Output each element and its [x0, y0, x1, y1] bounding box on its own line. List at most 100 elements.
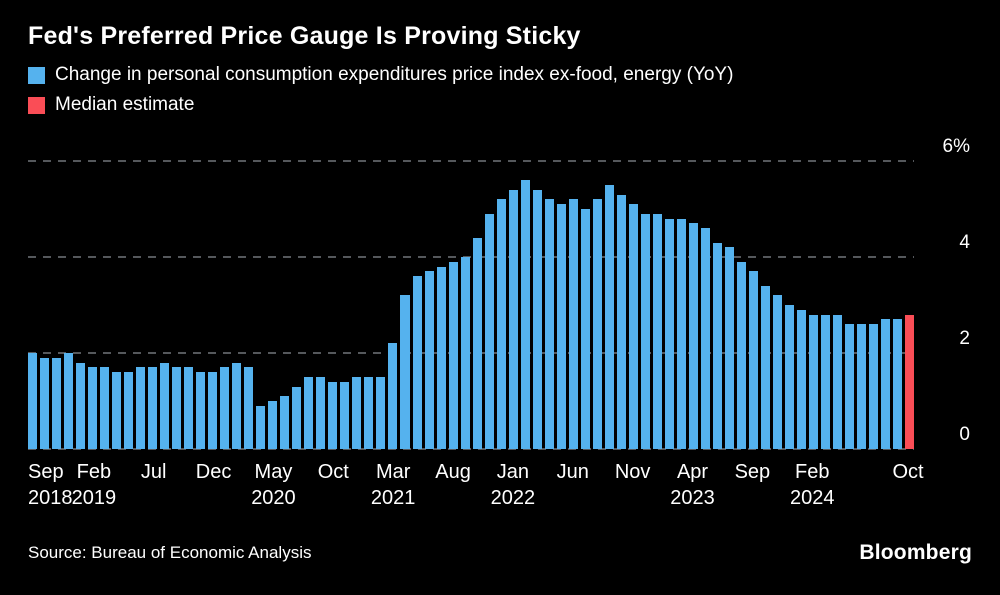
x-tick-label: Jun — [556, 461, 589, 483]
bar-feb-2019 — [88, 367, 98, 449]
bar-sep-2020 — [316, 377, 326, 449]
bar-mar-2021 — [388, 343, 398, 449]
bar-jul-2024 — [869, 324, 879, 449]
bar-apr-2023 — [688, 223, 698, 449]
bloomberg-logo: Bloomberg — [859, 541, 972, 564]
bar-dec-2023 — [784, 305, 794, 449]
bar-jan-2023 — [652, 213, 662, 449]
bar-nov-2020 — [340, 381, 350, 449]
bar-nov-2023 — [772, 295, 782, 449]
bar-dec-2020 — [352, 377, 362, 449]
y-tick-label: 0 — [959, 424, 970, 445]
gridline — [28, 448, 914, 450]
x-tick-label: Feb 2019 — [71, 461, 117, 509]
source-note: Source: Bureau of Economic Analysis — [28, 543, 312, 562]
bar-mar-2019 — [100, 367, 110, 449]
bar-mar-2020 — [244, 367, 254, 449]
chart-header: Fed's Preferred Price Gauge Is Proving S… — [0, 0, 1000, 117]
x-tick-label: Feb 2024 — [789, 461, 835, 509]
bar-oct-2020 — [328, 381, 338, 449]
bar-mar-2024 — [821, 314, 831, 449]
legend-item-pce: Change in personal consumption expenditu… — [28, 63, 972, 87]
bar-jul-2021 — [436, 266, 446, 449]
y-tick-label: 2 — [959, 328, 970, 350]
bar-sep-2022 — [604, 185, 614, 449]
bar-apr-2019 — [112, 372, 122, 449]
bar-feb-2020 — [232, 362, 242, 449]
bar-may-2022 — [556, 204, 566, 449]
x-tick-label: Dec — [195, 461, 232, 483]
gridline — [28, 256, 914, 259]
bar-sep-2024 — [893, 319, 903, 449]
chart-area: 0 2 4 6% — [28, 131, 972, 450]
legend-label-median: Median estimate — [55, 94, 195, 115]
bar-oct-2022 — [616, 194, 626, 449]
bar-feb-2024 — [809, 314, 819, 449]
bars — [28, 161, 915, 449]
bar-sep-2023 — [748, 271, 758, 449]
x-tick-label: Mar 2021 — [370, 461, 416, 509]
x-tick-label: Sep — [734, 461, 771, 483]
bar-jun-2023 — [712, 242, 722, 449]
y-axis-labels: 0 2 4 6% — [914, 137, 970, 449]
bar-aug-2019 — [160, 362, 170, 449]
footer: Source: Bureau of Economic Analysis Bloo… — [28, 541, 972, 565]
bar-aug-2022 — [592, 199, 602, 449]
bar-apr-2022 — [544, 199, 554, 449]
bar-mar-2022 — [532, 189, 542, 449]
gridline — [28, 160, 914, 162]
bar-dec-2022 — [640, 213, 650, 449]
bar-sep-2018 — [28, 353, 38, 449]
bar-jun-2019 — [136, 367, 146, 449]
bar-oct-2019 — [184, 367, 194, 449]
bar-nov-2022 — [628, 204, 638, 449]
bar-jan-2022 — [508, 189, 518, 449]
legend: Change in personal consumption expenditu… — [28, 63, 972, 117]
x-tick-label: Apr 2023 — [670, 461, 715, 509]
bar-sep-2019 — [172, 367, 182, 449]
bar-oct-2023 — [760, 285, 770, 449]
x-tick-label: Oct — [317, 461, 349, 483]
plot-area: 0 2 4 6% — [28, 137, 970, 450]
x-tick-label: Aug — [435, 461, 471, 483]
bar-jun-2020 — [280, 396, 290, 449]
bar-jul-2022 — [580, 209, 590, 449]
bar-apr-2020 — [256, 405, 266, 449]
bar-aug-2023 — [736, 261, 746, 449]
bar-may-2020 — [268, 401, 278, 449]
x-tick-label: May 2020 — [251, 461, 296, 509]
y-tick-label: 4 — [959, 232, 970, 254]
bar-jun-2024 — [857, 324, 867, 449]
bar-feb-2021 — [376, 377, 386, 449]
bar-nov-2018 — [52, 357, 62, 449]
legend-swatch-red — [28, 96, 45, 114]
bar-may-2024 — [845, 324, 855, 449]
bar-mar-2023 — [676, 218, 686, 449]
x-tick-label: Nov — [614, 461, 651, 483]
bar-jul-2023 — [724, 247, 734, 449]
gridline — [28, 352, 914, 355]
bar-jan-2019 — [76, 362, 86, 449]
bar-jul-2020 — [292, 386, 302, 449]
bar-dec-2018 — [64, 353, 74, 449]
bar-aug-2024 — [881, 319, 891, 449]
bar-dec-2019 — [208, 372, 218, 449]
x-axis: Sep 2018 Feb 2019 Jul Dec May 2020 Oct Mar 2021 Aug… — [28, 457, 972, 515]
bar-jun-2021 — [424, 271, 434, 449]
bar-oct-2021 — [472, 237, 482, 449]
x-tick-label: Sep 2018 — [28, 461, 73, 509]
bar-may-2023 — [700, 228, 710, 449]
bar-apr-2024 — [833, 314, 843, 449]
x-tick-label: Oct — [892, 461, 924, 483]
bar-feb-2023 — [664, 218, 674, 449]
chart-title: Fed's Preferred Price Gauge Is Proving S… — [28, 22, 581, 50]
median-estimate-bar — [905, 314, 915, 449]
bar-dec-2021 — [496, 199, 506, 449]
x-axis-labels: Sep 2018 Feb 2019 Jul Dec May 2020 Oct Mar 2021 Aug… — [28, 457, 924, 515]
bar-may-2019 — [124, 372, 134, 449]
bar-feb-2022 — [520, 180, 530, 449]
bar-jun-2022 — [568, 199, 578, 449]
bar-oct-2018 — [40, 357, 50, 449]
bar-jan-2020 — [220, 367, 230, 449]
bar-sep-2021 — [460, 257, 470, 449]
